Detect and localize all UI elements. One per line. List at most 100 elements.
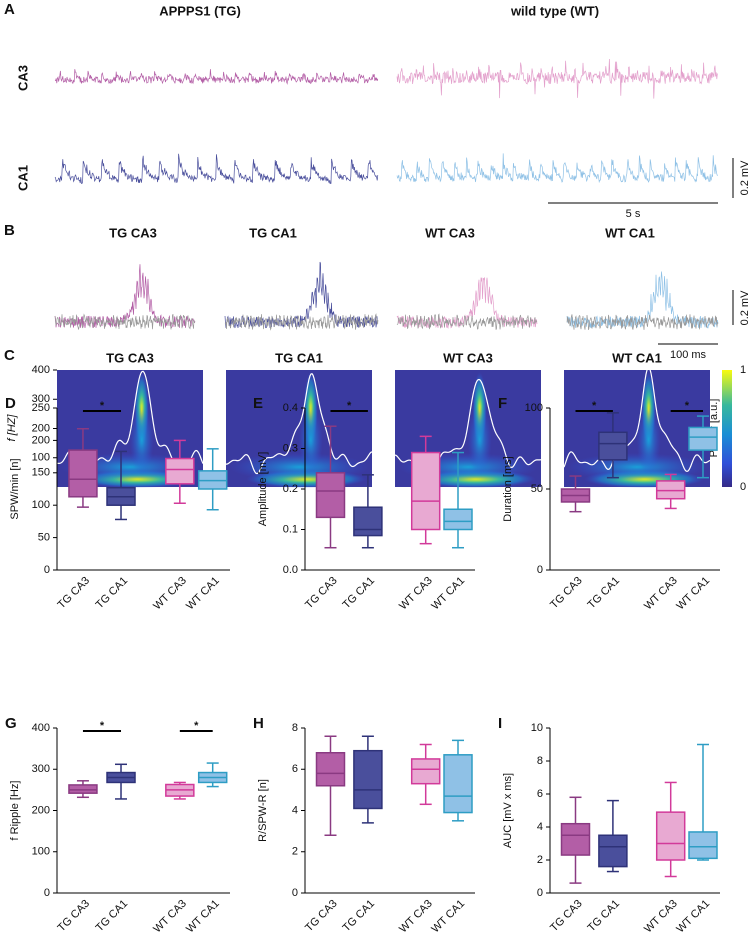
x-tick-label: TG CA1 (340, 898, 377, 935)
trace (54, 264, 196, 329)
x-tick-label: TG CA1 (94, 575, 131, 612)
x-tick-label: TG CA3 (548, 898, 585, 935)
x-tick-label: TG CA3 (56, 898, 93, 935)
panel-title: TG CA1 (275, 350, 323, 365)
significance-label: * (592, 400, 597, 412)
y-tick-label: 2 (537, 854, 543, 866)
significance-label: * (194, 720, 199, 732)
y-tick-label: 100 (525, 402, 543, 414)
x-tick-label: TG CA1 (340, 575, 377, 612)
row-label: CA1 (15, 165, 30, 191)
axis-label: Duration [ms] (502, 456, 514, 521)
y-tick-label: 200 (32, 804, 50, 816)
baseline-trace (566, 314, 719, 330)
trace (54, 153, 379, 185)
box (410, 758, 441, 785)
significance-label: * (347, 400, 352, 412)
box (68, 449, 98, 498)
box (655, 480, 686, 500)
x-tick-label: WT CA1 (674, 898, 712, 936)
box (68, 784, 98, 794)
y-tick-label: 8 (292, 722, 298, 734)
y-tick-label: 50 (38, 532, 50, 544)
y-tick-label: 10 (531, 722, 543, 734)
trace (396, 153, 718, 184)
colorbar-tick-label: 0 (740, 481, 746, 493)
x-tick-label: WT CA1 (674, 575, 712, 613)
panel-title: WT CA3 (443, 350, 493, 365)
box (410, 451, 441, 531)
x-tick-label: WT CA1 (429, 575, 467, 613)
panel-title: WT CA1 (605, 225, 655, 240)
scale-label: 0.2 mV (739, 290, 751, 326)
trace (396, 58, 718, 99)
significance-label: * (685, 400, 690, 412)
y-tick-label: 0.2 (283, 483, 298, 495)
axis-label: f Ripple [Hz] (9, 781, 21, 841)
x-tick-label: WT CA1 (184, 898, 222, 936)
x-tick-label: TG CA1 (94, 898, 131, 935)
x-tick-label: WT CA3 (397, 575, 435, 613)
panel-letter: G (5, 715, 17, 732)
power-band (129, 405, 154, 475)
x-tick-label: TG CA3 (303, 898, 340, 935)
y-tick-label: 4 (537, 821, 543, 833)
box (598, 834, 628, 868)
significance-label: * (100, 720, 105, 732)
significance-label: * (100, 400, 105, 412)
x-tick-label: TG CA1 (585, 898, 622, 935)
x-tick-label: TG CA3 (548, 575, 585, 612)
colorbar (722, 370, 732, 487)
y-tick-label: 0 (44, 887, 50, 899)
power-band (567, 453, 707, 481)
scale-label: 100 ms (670, 349, 707, 361)
x-tick-label: WT CA1 (184, 575, 222, 613)
box (315, 752, 346, 787)
box (353, 506, 383, 537)
axis-label: f [HZ] (6, 414, 18, 442)
power-band (229, 453, 369, 481)
x-tick-label: TG CA3 (303, 575, 340, 612)
panel-title: APPPS1 (TG) (159, 3, 241, 18)
panel-title: WT CA3 (425, 225, 475, 240)
x-tick-label: WT CA3 (642, 575, 680, 613)
y-tick-label: 400 (32, 722, 50, 734)
box (560, 822, 591, 856)
panel-title: TG CA3 (106, 350, 154, 365)
box (165, 457, 195, 485)
y-tick-label: 0 (292, 887, 298, 899)
box (655, 811, 686, 861)
row-label: CA3 (15, 65, 30, 91)
y-tick-label: 250 (32, 402, 50, 414)
x-tick-label: WT CA3 (151, 575, 189, 613)
panel-letter: C (4, 347, 15, 364)
panel-title: TG CA3 (109, 225, 157, 240)
power-band (467, 405, 492, 475)
x-tick-label: WT CA3 (642, 898, 680, 936)
y-tick-label: 200 (32, 422, 50, 434)
y-tick-label: 0 (537, 887, 543, 899)
baseline-trace (396, 313, 538, 330)
baseline-trace (224, 313, 379, 331)
envelope (563, 366, 711, 473)
y-tick-label: 4 (292, 804, 298, 816)
axis-label: Amplitude [mV] (257, 452, 269, 527)
trace (224, 261, 379, 329)
panel-title: TG CA1 (249, 225, 297, 240)
power-band (636, 405, 661, 475)
y-tick-label: 2 (292, 846, 298, 858)
box (353, 749, 383, 810)
box (688, 426, 718, 451)
y-tick-label: 0.4 (283, 402, 298, 414)
axis-label: SPW/min [n] (9, 458, 21, 519)
axis-label: R/SPW-R [n] (257, 779, 269, 842)
scale-label: 0.2 mV (739, 160, 751, 196)
y-tick-label: 100 (32, 846, 50, 858)
scale-label: 5 s (626, 208, 641, 220)
baseline-trace (54, 313, 196, 330)
y-tick-label: 6 (537, 788, 543, 800)
envelope (226, 372, 373, 475)
y-tick-label: 50 (531, 483, 543, 495)
panel-title: WT CA1 (612, 350, 662, 365)
